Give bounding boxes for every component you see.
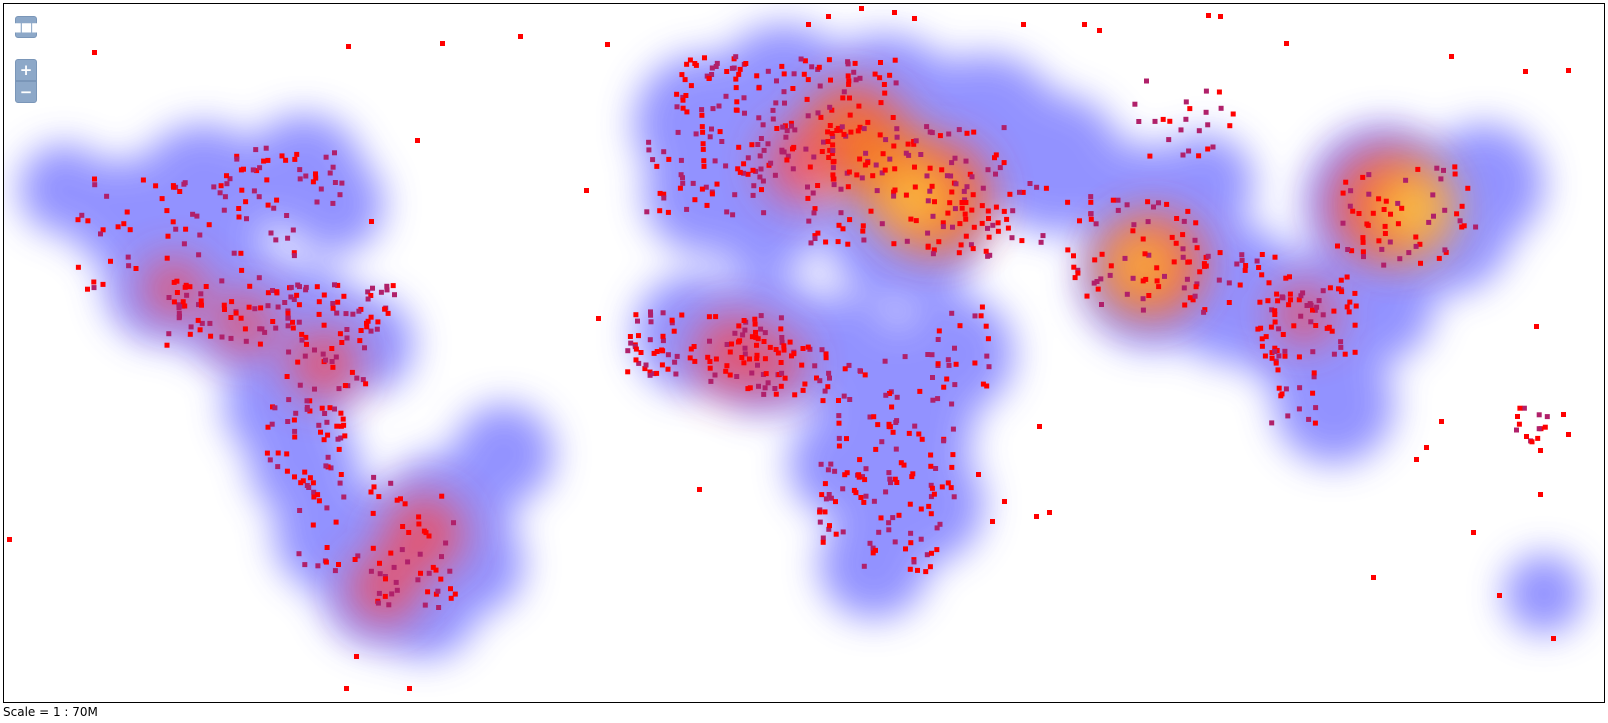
zoom-out-button[interactable]: − [15, 81, 37, 103]
ellipsis-icon: ■■■ [10, 20, 43, 34]
layer-switcher-button[interactable]: ■■■ [11, 16, 43, 38]
scale-line: Scale = 1 : 70M [3, 705, 98, 719]
plus-icon: + [19, 61, 33, 79]
map-viewport[interactable]: ■■■ + − [3, 3, 1605, 703]
heatmap-layer [7, 6, 1584, 691]
zoom-in-button[interactable]: + [15, 59, 37, 81]
minus-icon: − [19, 83, 33, 101]
